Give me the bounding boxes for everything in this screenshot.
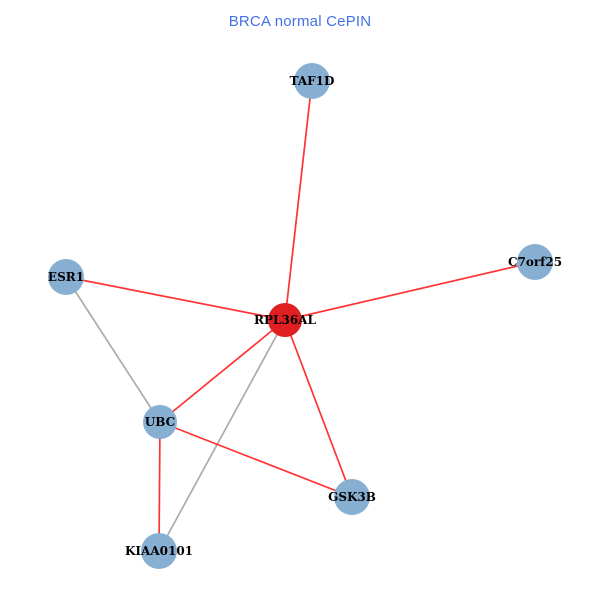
node-GSK3B bbox=[334, 479, 370, 515]
node-UBC bbox=[143, 405, 177, 439]
edge-UBC-KIAA0101 bbox=[158, 421, 161, 552]
edge-RPL36AL-TAF1D bbox=[284, 80, 313, 321]
node-label-RPL36AL: RPL36AL bbox=[254, 313, 316, 327]
node-label-TAF1D: TAF1D bbox=[290, 74, 335, 88]
node-KIAA0101 bbox=[141, 533, 177, 569]
node-C7orf25 bbox=[517, 244, 553, 280]
edge-RPL36AL-UBC bbox=[159, 319, 286, 423]
node-label-UBC: UBC bbox=[145, 415, 175, 429]
edge-RPL36AL-GSK3B bbox=[284, 319, 353, 498]
node-label-KIAA0101: KIAA0101 bbox=[125, 544, 193, 558]
node-label-ESR1: ESR1 bbox=[48, 270, 84, 284]
edge-ESR1-UBC bbox=[65, 276, 161, 423]
node-TAF1D bbox=[294, 63, 330, 99]
edge-RPL36AL-ESR1 bbox=[65, 276, 286, 321]
node-label-C7orf25: C7orf25 bbox=[508, 255, 562, 269]
edge-UBC-GSK3B bbox=[159, 421, 353, 498]
edge-RPL36AL-KIAA0101 bbox=[158, 319, 286, 552]
edge-RPL36AL-C7orf25 bbox=[284, 261, 536, 321]
figure-title: BRCA normal CePIN bbox=[228, 13, 372, 30]
node-label-GSK3B: GSK3B bbox=[328, 490, 376, 504]
node-ESR1 bbox=[48, 259, 84, 295]
node-RPL36AL bbox=[268, 303, 302, 337]
